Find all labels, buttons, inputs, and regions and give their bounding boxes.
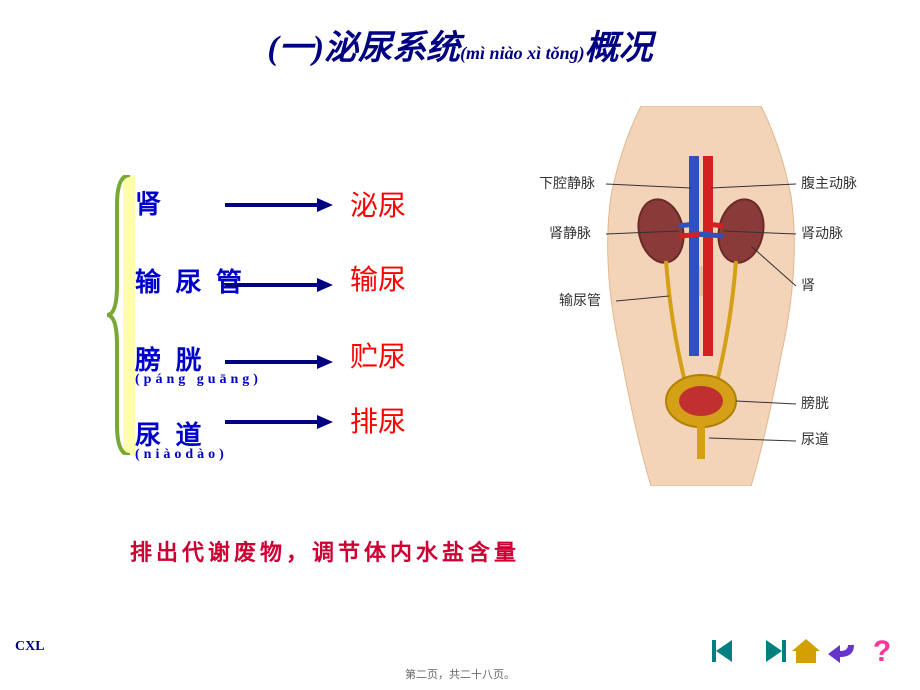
slide-title: (一)泌尿系统(mì niào xì tǒng)概况 [0,20,920,69]
pinyin-urethra: (niàodào) [135,445,275,463]
author-label: CXL [15,639,45,655]
pinyin-bladder: (páng guāng) [135,370,275,388]
title-prefix: (一)泌尿系统 [267,30,460,67]
nav-bar: ? [712,637,900,665]
title-pinyin: (mì niào xì tǒng) [460,43,585,63]
func-discharge: 排尿 [350,400,490,440]
arrow-icon [225,195,335,215]
title-suffix: 概况 [585,30,653,67]
func-excrete: 泌尿 [350,184,490,224]
label-renal-vein: 肾静脉 [549,223,591,243]
body-svg [561,106,841,486]
label-vena-cava: 下腔静脉 [539,173,595,193]
arrow-icon [225,412,335,432]
label-ureter: 输尿管 [559,290,601,310]
label-aorta: 腹主动脉 [801,173,857,193]
label-renal-artery: 肾动脉 [801,223,843,243]
home-button[interactable] [788,637,824,665]
func-store: 贮尿 [350,335,490,375]
anatomy-diagram: 下腔静脉 肾静脉 输尿管 腹主动脉 肾动脉 肾 膀胱 尿道 [510,100,890,490]
next-button[interactable] [750,637,786,665]
label-urethra: 尿道 [801,429,829,449]
help-button[interactable]: ? [864,637,900,665]
arrow-icon [225,275,335,295]
label-kidney: 肾 [801,275,815,295]
page-indicator: 第二页，共二十八页。 [0,666,920,682]
svg-text:?: ? [873,637,891,665]
summary-text: 排出代谢废物，调节体内水盐含量 [130,535,520,567]
label-bladder: 膀胱 [801,393,829,413]
prev-button[interactable] [712,637,748,665]
arrow-icon [225,352,335,372]
brace-icon [105,175,135,455]
back-button[interactable] [826,637,862,665]
func-transport: 输尿 [350,258,490,298]
